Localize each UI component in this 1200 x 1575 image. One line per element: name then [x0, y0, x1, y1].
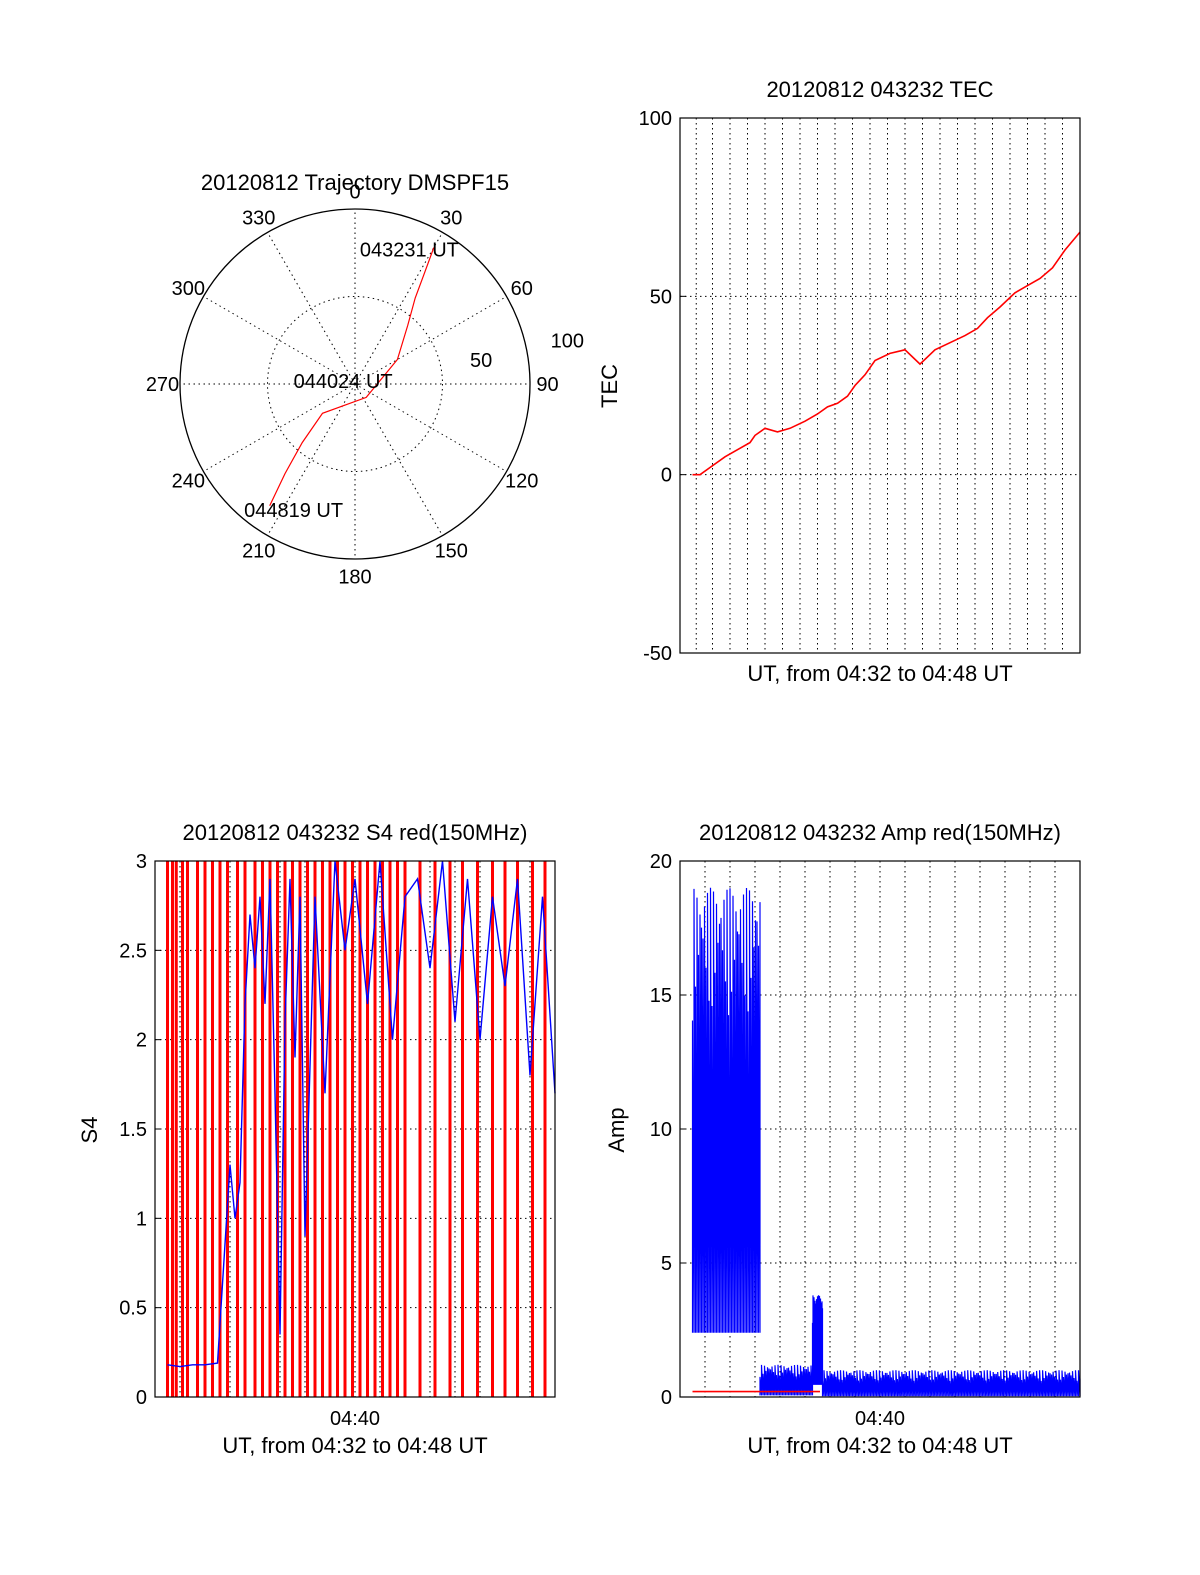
amplitude-noise-band — [811, 1295, 824, 1385]
polar-outer-ring — [179, 208, 531, 560]
polar-azimuth-label: 180 — [338, 567, 371, 589]
y-tick-label: 0 — [661, 465, 672, 487]
s4-grid — [155, 861, 555, 1397]
y-tick-label: 3 — [136, 851, 147, 873]
tec-plot-frame — [679, 117, 1081, 654]
polar-series — [269, 247, 435, 507]
y-tick-label: 15 — [650, 985, 672, 1007]
s4-chart: 20120812 043232 S4 red(150MHz) 3 2.5 2 1.5 1… — [77, 820, 556, 1458]
polar-spoke — [354, 383, 443, 536]
amp-y-axis-label: Amp — [604, 1107, 629, 1152]
polar-azimuth-label: 90 — [536, 374, 558, 396]
polar-time-annotation: 044024 UT — [294, 371, 393, 393]
polar-azimuth-labels: 0 30 60 90 120 150 180 210 240 270 300 330 — [146, 182, 559, 589]
s4-x-axis-label: UT, from 04:32 to 04:48 UT — [222, 1433, 487, 1458]
polar-azimuth-label: 330 — [242, 207, 275, 229]
polar-radial-label: 100 — [551, 331, 584, 353]
polar-annotations: 043231 UT 044024 UT 044819 UT — [244, 239, 459, 522]
polar-title: 20120812 Trajectory DMSPF15 — [201, 170, 509, 195]
polar-radial-label: 50 — [470, 350, 492, 372]
polar-trajectory-chart: 20120812 Trajectory DMSPF15 0 30 60 90 120 15… — [146, 170, 584, 589]
y-tick-label: 1 — [136, 1208, 147, 1230]
tec-title: 20120812 043232 TEC — [766, 77, 993, 102]
series-line — [692, 231, 1081, 476]
tec-chart: 20120812 043232 TEC 100 50 0 -50 UT, from 0… — [597, 77, 1081, 686]
polar-spoke — [354, 232, 443, 385]
amp-grid — [680, 861, 1080, 1397]
amp-series — [691, 887, 1081, 1397]
polar-azimuth-label: 0 — [349, 182, 360, 204]
tec-y-ticks: 100 50 0 -50 — [639, 108, 686, 665]
y-tick-label: 0 — [661, 1387, 672, 1409]
s4-title: 20120812 043232 S4 red(150MHz) — [183, 820, 528, 845]
polar-spoke — [203, 296, 356, 385]
polar-radial-labels: 50 100 — [470, 331, 584, 372]
y-tick-label: 10 — [650, 1119, 672, 1141]
s4-y-ticks: 3 2.5 2 1.5 1 0.5 0 — [119, 851, 161, 1409]
amp-y-ticks: 20 15 10 5 0 — [650, 851, 686, 1409]
polar-spoke — [267, 383, 356, 536]
x-tick-label: 04:40 — [330, 1408, 380, 1430]
polar-azimuth-label: 150 — [435, 541, 468, 563]
y-tick-label: 0.5 — [119, 1298, 147, 1320]
polar-time-annotation: 043231 UT — [360, 239, 459, 261]
s4-y-axis-label: S4 — [77, 1117, 102, 1144]
polar-azimuth-label: 60 — [511, 278, 533, 300]
tec-series — [692, 231, 1081, 476]
y-tick-label: -50 — [643, 643, 672, 665]
polar-time-annotation: 044819 UT — [244, 500, 343, 522]
polar-spoke — [203, 383, 356, 472]
y-tick-label: 100 — [639, 108, 672, 130]
x-tick-label: 04:40 — [855, 1408, 905, 1430]
amp-x-ticks: 04:40 — [855, 1408, 905, 1430]
polar-azimuth-label: 120 — [505, 470, 538, 492]
polar-spoke — [267, 232, 356, 385]
y-tick-label: 20 — [650, 851, 672, 873]
polar-azimuth-label: 210 — [242, 541, 275, 563]
y-tick-label: 50 — [650, 286, 672, 308]
y-tick-label: 1.5 — [119, 1119, 147, 1141]
polar-grid — [179, 208, 531, 560]
amp-x-axis-label: UT, from 04:32 to 04:48 UT — [747, 1433, 1012, 1458]
s4-x-ticks: 04:40 — [330, 1408, 380, 1430]
polar-radial-gridline — [267, 296, 443, 472]
y-tick-label: 0 — [136, 1387, 147, 1409]
tec-y-axis-label: TEC — [597, 364, 622, 408]
amp-chart: 20120812 043232 Amp red(150MHz) 20 15 10 5 0… — [604, 820, 1081, 1458]
polar-spoke — [354, 383, 507, 472]
amp-title: 20120812 043232 Amp red(150MHz) — [699, 820, 1061, 845]
polar-spoke — [354, 296, 507, 385]
s4-series — [166, 860, 556, 1397]
series-line — [167, 860, 556, 1368]
y-tick-label: 2.5 — [119, 940, 147, 962]
polar-azimuth-label: 300 — [172, 278, 205, 300]
amplitude-noise-band — [691, 887, 761, 1333]
polar-azimuth-label: 240 — [172, 470, 205, 492]
amplitude-noise-band — [821, 1370, 1081, 1397]
polar-azimuth-label: 270 — [146, 374, 179, 396]
polar-trajectory-line — [269, 247, 435, 507]
y-tick-label: 2 — [136, 1030, 147, 1052]
amplitude-noise-band — [759, 1364, 814, 1396]
polar-azimuth-label: 30 — [440, 207, 462, 229]
y-tick-label: 5 — [661, 1253, 672, 1275]
tec-grid — [680, 118, 1080, 653]
tec-x-axis-label: UT, from 04:32 to 04:48 UT — [747, 661, 1012, 686]
